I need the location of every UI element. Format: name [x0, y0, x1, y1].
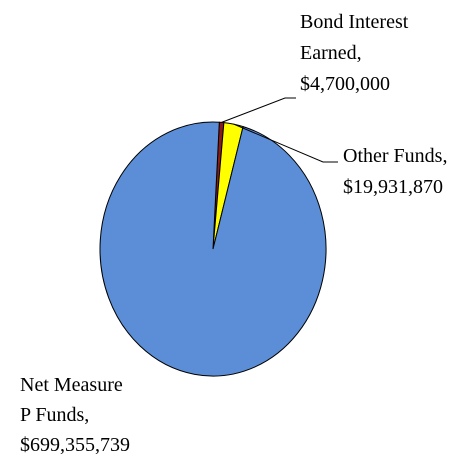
label-other-funds: Other Funds, $19,931,870 — [343, 145, 452, 198]
label-bond-interest-earned: Bond Interest Earned, $4,700,000 — [300, 11, 413, 95]
leader-line-other-funds — [233, 123, 338, 163]
slice-net-measure-p-funds — [99, 121, 327, 377]
label-net-measure-p-funds: Net Measure P Funds, $699,355,739 — [20, 374, 130, 456]
leader-lines — [221, 97, 338, 163]
pie-slices — [99, 121, 327, 377]
leader-line-bond-interest-earned — [221, 97, 296, 123]
